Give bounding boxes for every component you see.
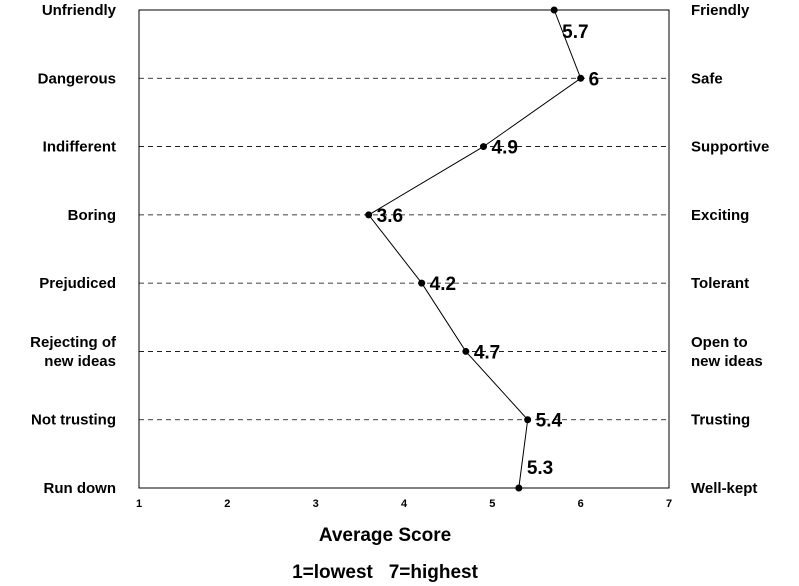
data-point [524, 416, 532, 424]
left-label: new ideas [44, 353, 116, 370]
left-label: Rejecting of [30, 334, 117, 351]
x-tick-label: 3 [313, 498, 319, 510]
x-tick-label: 4 [401, 498, 408, 510]
x-tick-label: 7 [666, 498, 672, 510]
data-label: 4.9 [492, 138, 518, 159]
right-label: Supportive [691, 139, 769, 156]
grid-lines [139, 77, 669, 421]
right-label: Tolerant [691, 275, 749, 292]
profile-line [367, 9, 582, 489]
right-adjective-labels: Friendly Safe Supportive Exciting Tolerant Op… [691, 2, 769, 497]
plot-frame [138, 9, 670, 489]
data-label: 5.7 [562, 22, 588, 43]
x-tick-label: 1 [136, 498, 142, 510]
data-point [462, 347, 470, 355]
x-tick-label: 2 [224, 498, 230, 510]
data-point [550, 6, 558, 14]
data-point [365, 211, 373, 219]
left-label: Dangerous [38, 70, 116, 87]
left-label: Prejudiced [39, 275, 116, 292]
right-label: new ideas [691, 353, 763, 370]
left-adjective-labels: Unfriendly Dangerous Indifferent Boring Prej… [30, 2, 117, 497]
x-tick-label: 6 [578, 498, 584, 510]
data-point [418, 279, 426, 287]
right-label: Open to [691, 334, 748, 351]
x-tick-label: 5 [489, 498, 495, 510]
right-label: Friendly [691, 2, 750, 19]
right-label: Trusting [691, 412, 750, 429]
right-label: Safe [691, 70, 723, 87]
left-label: Run down [44, 480, 116, 497]
data-label: 4.2 [430, 274, 456, 295]
data-point [577, 74, 585, 82]
data-label: 5.3 [527, 458, 553, 479]
data-label: 5.4 [536, 411, 563, 432]
x-axis-title: Average Score [319, 525, 451, 546]
left-label: Unfriendly [42, 2, 117, 19]
score-series: 5.7 6 4.9 3.6 4.2 4.7 5.4 5.3 [365, 6, 600, 492]
left-label: Not trusting [31, 412, 116, 429]
x-axis-ticks: 1 2 3 4 5 6 7 [136, 498, 672, 510]
data-point [480, 143, 487, 151]
data-label: 3.6 [377, 206, 403, 227]
left-label: Indifferent [43, 139, 116, 156]
right-label: Exciting [691, 207, 749, 224]
right-label: Well-kept [691, 480, 757, 497]
data-point [515, 484, 523, 492]
data-label: 6 [589, 69, 600, 90]
scale-note: 1=lowest 7=highest [292, 562, 479, 583]
left-label: Boring [68, 207, 116, 224]
data-label: 4.7 [474, 342, 500, 363]
